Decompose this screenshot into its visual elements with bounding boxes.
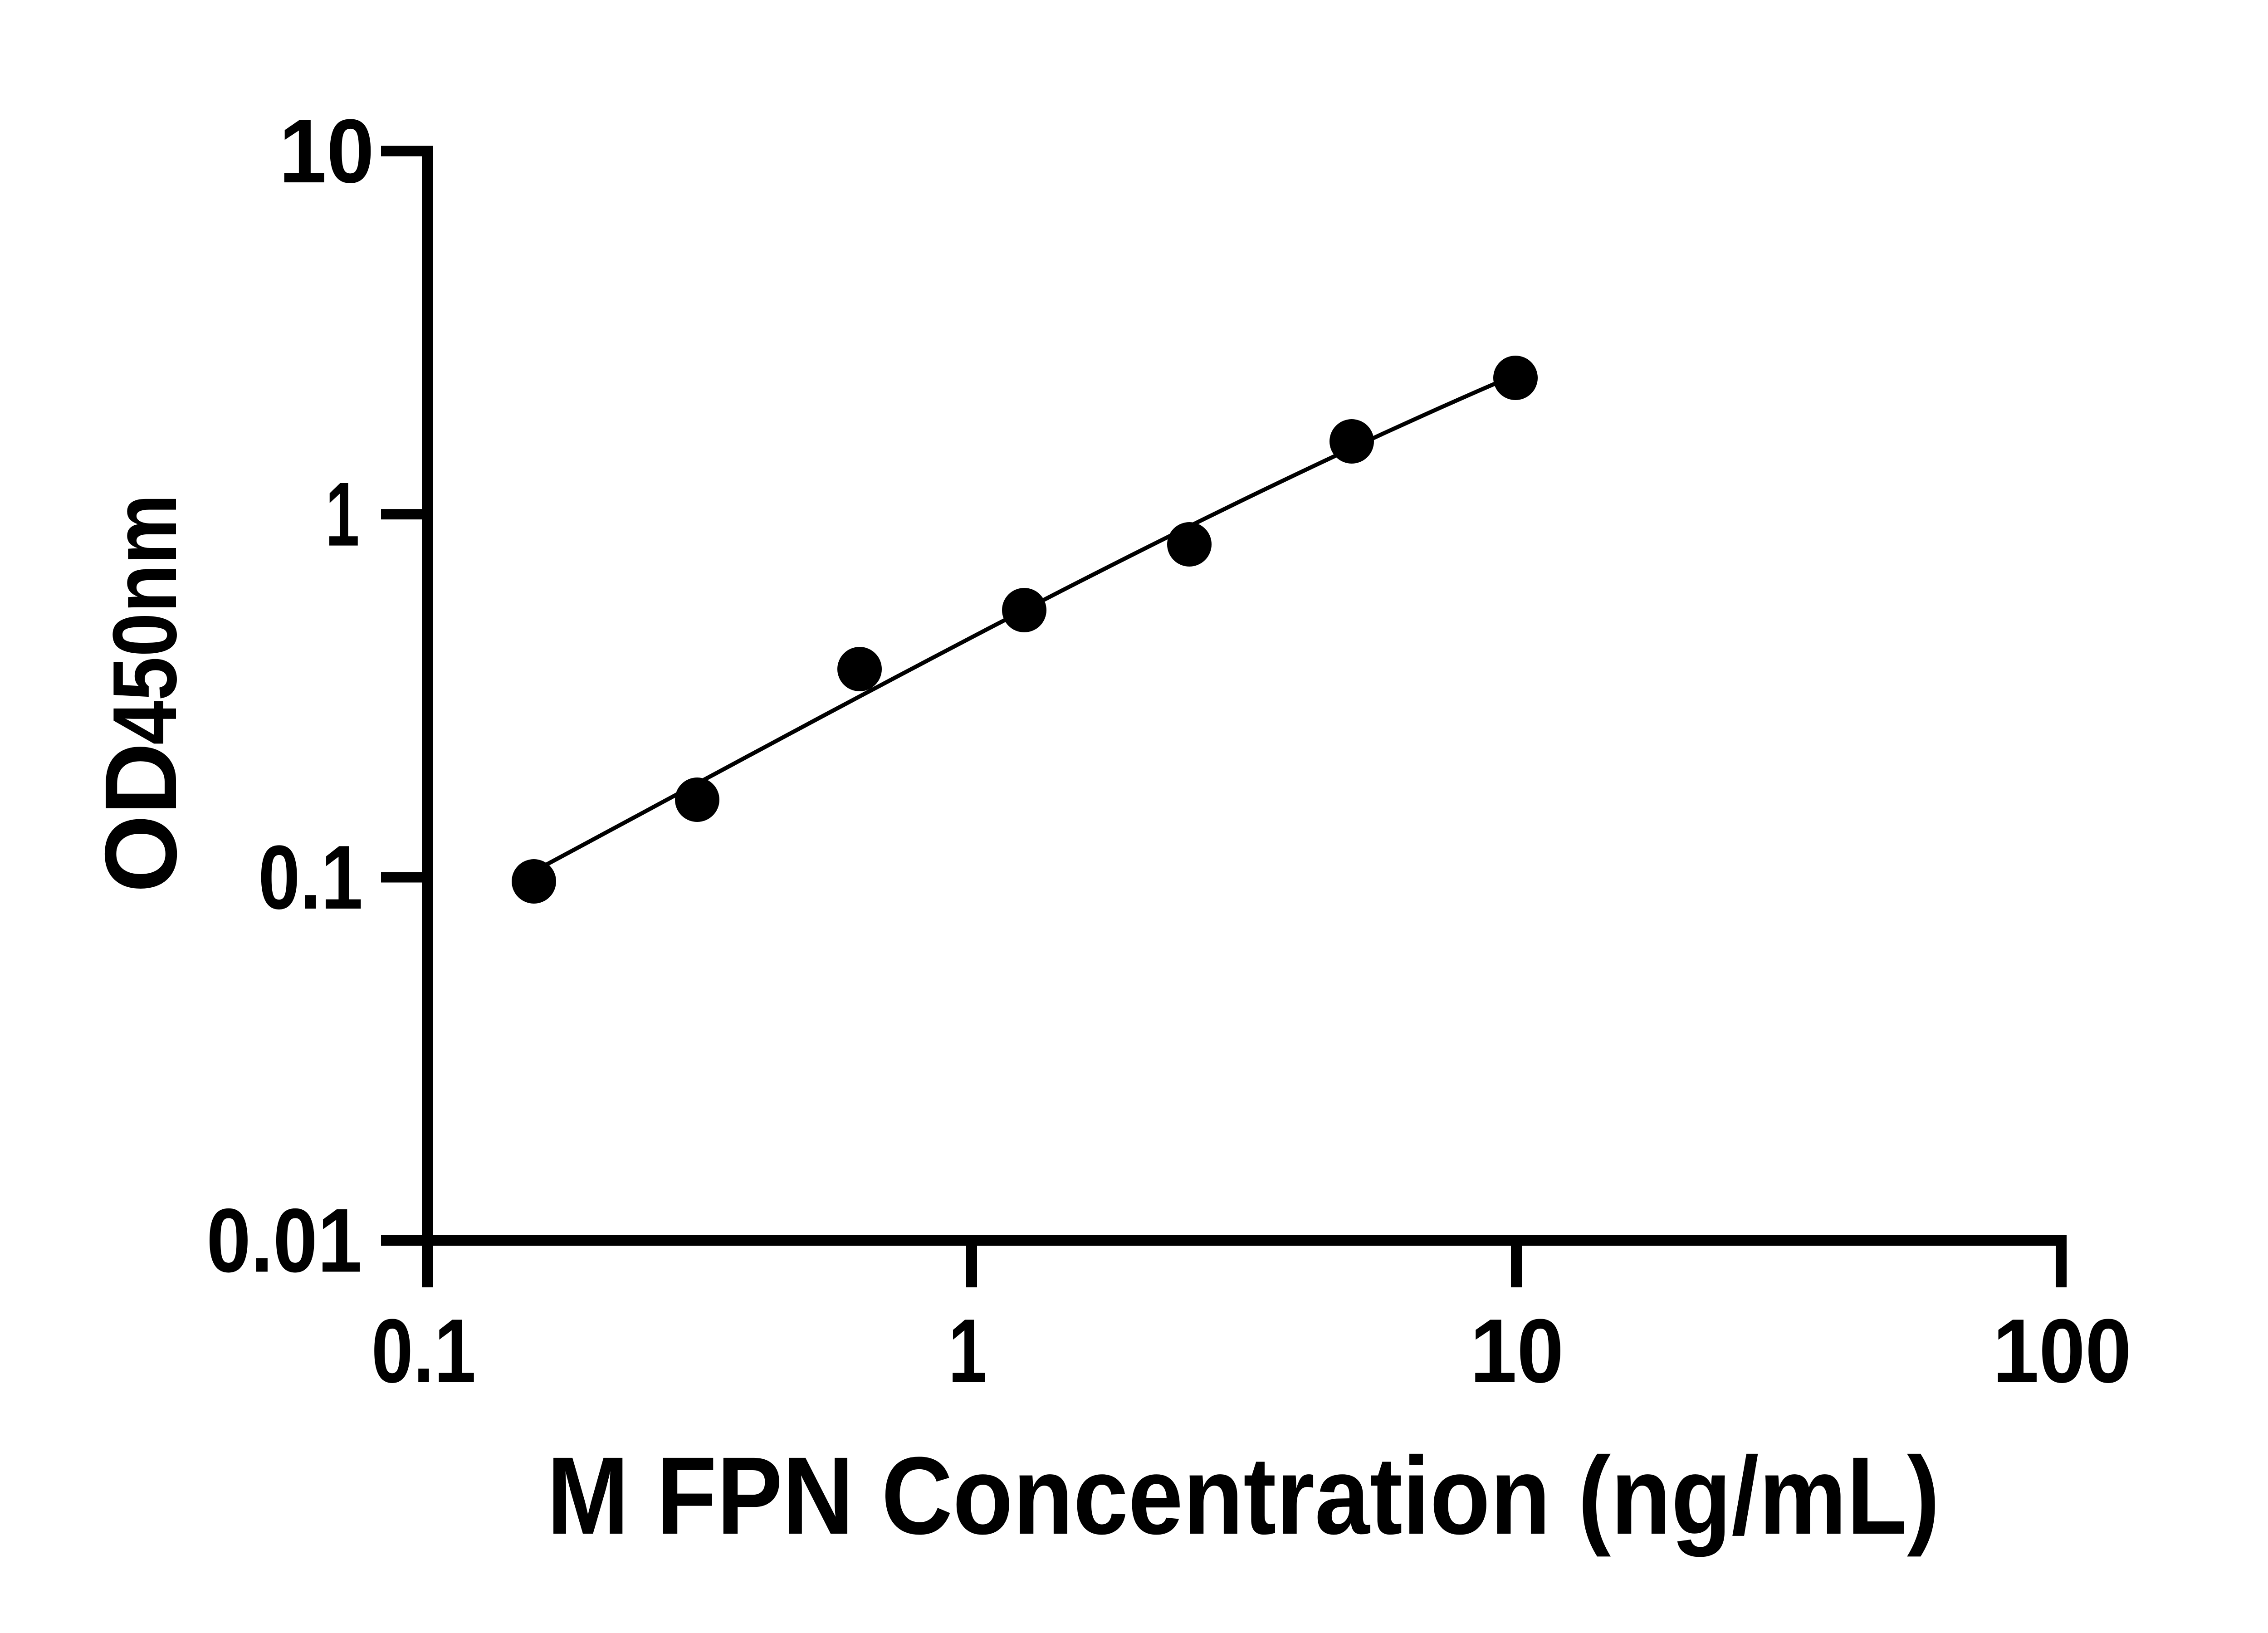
svg-text:M FPN Concentration (ng/mL): M FPN Concentration (ng/mL): [547, 1434, 1940, 1557]
svg-text:OD: OD: [83, 743, 198, 893]
svg-text:1: 1: [326, 464, 360, 565]
svg-text:10: 10: [279, 101, 374, 202]
svg-text:0.1: 0.1: [258, 826, 363, 928]
svg-text:1: 1: [948, 1300, 987, 1402]
svg-text:100: 100: [1993, 1300, 2131, 1402]
svg-text:0.1: 0.1: [371, 1300, 476, 1401]
svg-text:450nm: 450nm: [94, 494, 196, 745]
svg-text:10: 10: [1470, 1300, 1564, 1402]
svg-text:0.01: 0.01: [206, 1189, 362, 1291]
